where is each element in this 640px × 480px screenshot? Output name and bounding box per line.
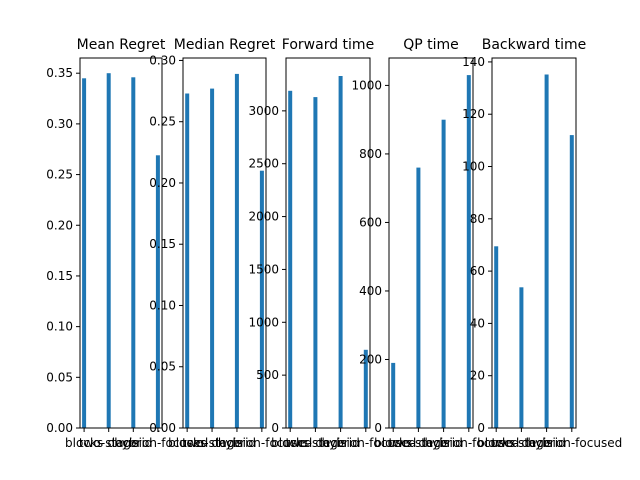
y-tick-label: 0.10: [46, 320, 73, 334]
x-tick-label: decision-focused: [315, 436, 416, 450]
bar: [466, 75, 471, 428]
bar: [185, 93, 190, 428]
x-tick-label: two-stage: [492, 436, 552, 450]
y-tick-label: 0.00: [149, 421, 176, 435]
y-tick-label: 0.05: [149, 360, 176, 374]
subplot-1: 0.000.050.100.150.200.250.300.35blockstw…: [46, 37, 208, 450]
axes-frame: [285, 57, 371, 429]
chart-title: QP time: [403, 37, 459, 53]
subplot-4: 02004006008001000blockstwo-stagehybridde…: [351, 37, 519, 450]
bar: [82, 78, 87, 429]
bar: [131, 77, 136, 429]
x-tick-label: hybrid: [424, 436, 462, 450]
subplot-5: 0 20 40 60 80 100 120 140 blockstwo-stagehybridd…: [462, 37, 622, 450]
x-tick-label: decision-focused: [107, 436, 208, 450]
y-tick-label: 40: [470, 316, 485, 330]
y-tick-label: 80: [470, 212, 485, 226]
axes-frame: [79, 57, 163, 429]
y-tick-label: 0.00: [46, 421, 73, 435]
bar: [288, 90, 293, 429]
bar: [210, 88, 215, 428]
y-tick-label: 1000: [248, 315, 279, 329]
chart-title: Median Regret: [174, 37, 276, 53]
y-tick-label: 0.25: [46, 168, 73, 182]
axes-frame: [388, 57, 474, 429]
x-tick-label: hybrid: [218, 436, 256, 450]
y-tick-label: 2500: [248, 157, 279, 171]
x-tick-label: hybrid: [527, 436, 565, 450]
x-tick-label: decision-focused: [211, 436, 312, 450]
x-tick-label: blocks: [65, 436, 103, 450]
y-tick-label: 60: [470, 264, 485, 278]
y-tick-label: 0.30: [46, 117, 73, 131]
y-tick-label: 20: [470, 369, 485, 383]
y-tick-label: 0.20: [46, 218, 73, 232]
bar: [338, 76, 343, 428]
axes-frame: [491, 57, 577, 429]
bar: [519, 287, 524, 428]
x-tick-label: blocks: [168, 436, 206, 450]
bar: [313, 97, 318, 428]
y-tick-label: 0.15: [46, 269, 73, 283]
y-tick-label: 0.20: [149, 176, 176, 190]
y-tick-label: 1500: [248, 262, 279, 276]
y-tick-label: 0: [477, 421, 485, 435]
x-tick-label: hybrid: [114, 436, 152, 450]
x-tick-label: decision-focused: [418, 436, 519, 450]
x-tick-label: decision-focused: [521, 436, 622, 450]
y-tick-label: 200: [359, 352, 382, 366]
x-tick-label: two-stage: [182, 436, 242, 450]
bar: [234, 73, 239, 429]
y-tick-label: 140: [462, 55, 485, 69]
subplot-2: 0.000.050.100.150.200.250.30blockstwo-st…: [149, 37, 312, 450]
y-tick-label: 800: [359, 147, 382, 161]
bar: [544, 74, 549, 428]
bar: [259, 170, 264, 428]
y-tick-label: 120: [462, 107, 485, 121]
y-tick-label: 0: [271, 421, 279, 435]
chart-title: Mean Regret: [77, 37, 166, 53]
subplot-3: 050010001500200025003000blockstwo-stageh…: [248, 37, 416, 450]
x-tick-label: blocks: [374, 436, 412, 450]
y-tick-label: 2000: [248, 210, 279, 224]
y-tick-label: 1000: [351, 78, 382, 92]
y-tick-label: 0.30: [149, 53, 176, 67]
y-tick-label: 400: [359, 284, 382, 298]
y-tick-label: 0: [374, 421, 382, 435]
y-tick-label: 0.15: [149, 237, 176, 251]
x-tick-label: two-stage: [286, 436, 346, 450]
x-tick-label: blocks: [271, 436, 309, 450]
x-tick-label: two-stage: [389, 436, 449, 450]
y-tick-label: 600: [359, 215, 382, 229]
bar: [494, 246, 499, 428]
bar: [441, 119, 446, 428]
bar: [569, 135, 574, 428]
y-tick-label: 500: [256, 368, 279, 382]
bar: [106, 73, 111, 428]
x-tick-label: two-stage: [79, 436, 139, 450]
chart-title: Backward time: [482, 37, 587, 53]
y-tick-label: 0.10: [149, 298, 176, 312]
bar: [391, 362, 396, 428]
y-tick-label: 3000: [248, 104, 279, 118]
y-tick-label: 0.35: [46, 66, 73, 80]
x-tick-label: hybrid: [321, 436, 359, 450]
bar: [363, 349, 368, 428]
axes-frame: [182, 57, 267, 429]
y-tick-label: 0.25: [149, 115, 176, 129]
bar: [416, 167, 421, 428]
bar: [155, 155, 160, 429]
x-tick-label: blocks: [477, 436, 515, 450]
y-tick-label: 100: [462, 160, 485, 174]
y-tick-label: 0.05: [46, 370, 73, 384]
chart-title: Forward time: [282, 37, 374, 53]
